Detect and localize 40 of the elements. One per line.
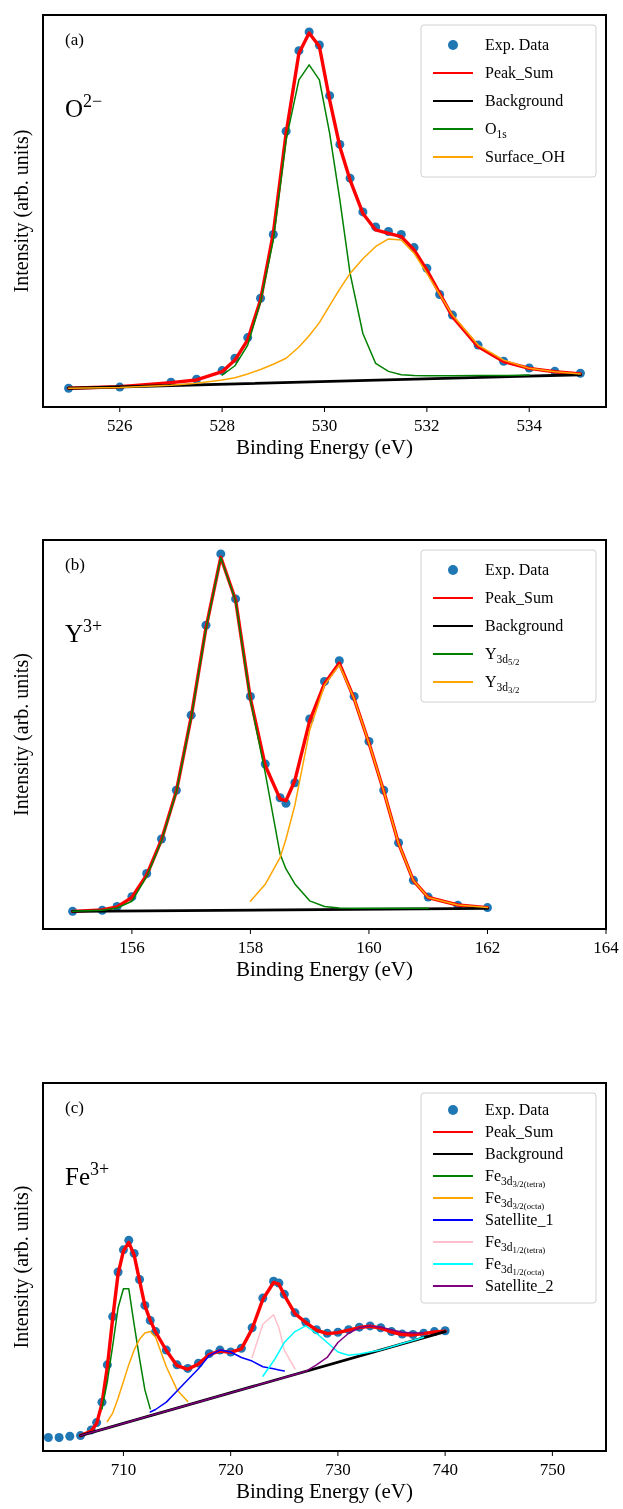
legend-label: Peak_Sum bbox=[485, 589, 554, 606]
x-tick-label: 526 bbox=[107, 416, 133, 435]
x-tick-label: 530 bbox=[311, 416, 338, 435]
x-tick-label: 740 bbox=[432, 1460, 458, 1479]
legend-label: Satellite_1 bbox=[485, 1211, 554, 1228]
y-axis-title: Intensity (arb. units) bbox=[10, 653, 33, 816]
x-tick-label: 710 bbox=[110, 1460, 137, 1479]
annotation: Y$^{3+}$ bbox=[65, 616, 103, 647]
x-tick-label: 156 bbox=[119, 938, 145, 957]
annotation: (a) bbox=[65, 30, 84, 49]
y-axis-title: Intensity (arb. units) bbox=[10, 1185, 33, 1349]
legend-label: Satellite_2 bbox=[485, 1277, 554, 1294]
x-tick-label: 162 bbox=[474, 938, 501, 957]
legend-label: Surface_OH bbox=[485, 148, 566, 165]
x-tick-label: 164 bbox=[593, 938, 620, 957]
legend-label: Exp. Data bbox=[485, 561, 549, 579]
legend-label: Background bbox=[485, 617, 564, 635]
y-axis-title: Intensity (arb. units) bbox=[10, 129, 33, 293]
x-axis-title: Binding Energy (eV) bbox=[236, 435, 413, 459]
x-tick-label: 532 bbox=[414, 416, 440, 435]
x-tick-label: 720 bbox=[217, 1460, 244, 1479]
x-tick-label: 730 bbox=[325, 1460, 351, 1479]
x-tick-label: 534 bbox=[516, 416, 543, 435]
legend-label: Background bbox=[485, 1145, 564, 1163]
text: (c) bbox=[65, 1098, 84, 1117]
legend-label: Exp. Data bbox=[485, 1101, 549, 1119]
x-tick-label: 750 bbox=[539, 1460, 566, 1479]
annotation: (b) bbox=[65, 555, 85, 574]
x-axis-title: Binding Energy (eV) bbox=[236, 1479, 413, 1503]
text: Fe$^{3+}$ bbox=[65, 1159, 110, 1190]
legend-label: O$_{1s}$ bbox=[485, 120, 508, 140]
legend-label: Exp. Data bbox=[485, 36, 549, 54]
annotation: O$^{2−}$ bbox=[65, 91, 103, 122]
legend-label: Background bbox=[485, 92, 564, 110]
x-axis-title: Binding Energy (eV) bbox=[236, 957, 413, 981]
legend-label: Peak_Sum bbox=[485, 64, 554, 81]
x-tick-label: 160 bbox=[356, 938, 382, 957]
x-tick-label: 528 bbox=[209, 416, 235, 435]
x-tick-label: 158 bbox=[237, 938, 264, 957]
legend-label: Peak_Sum bbox=[485, 1123, 554, 1140]
